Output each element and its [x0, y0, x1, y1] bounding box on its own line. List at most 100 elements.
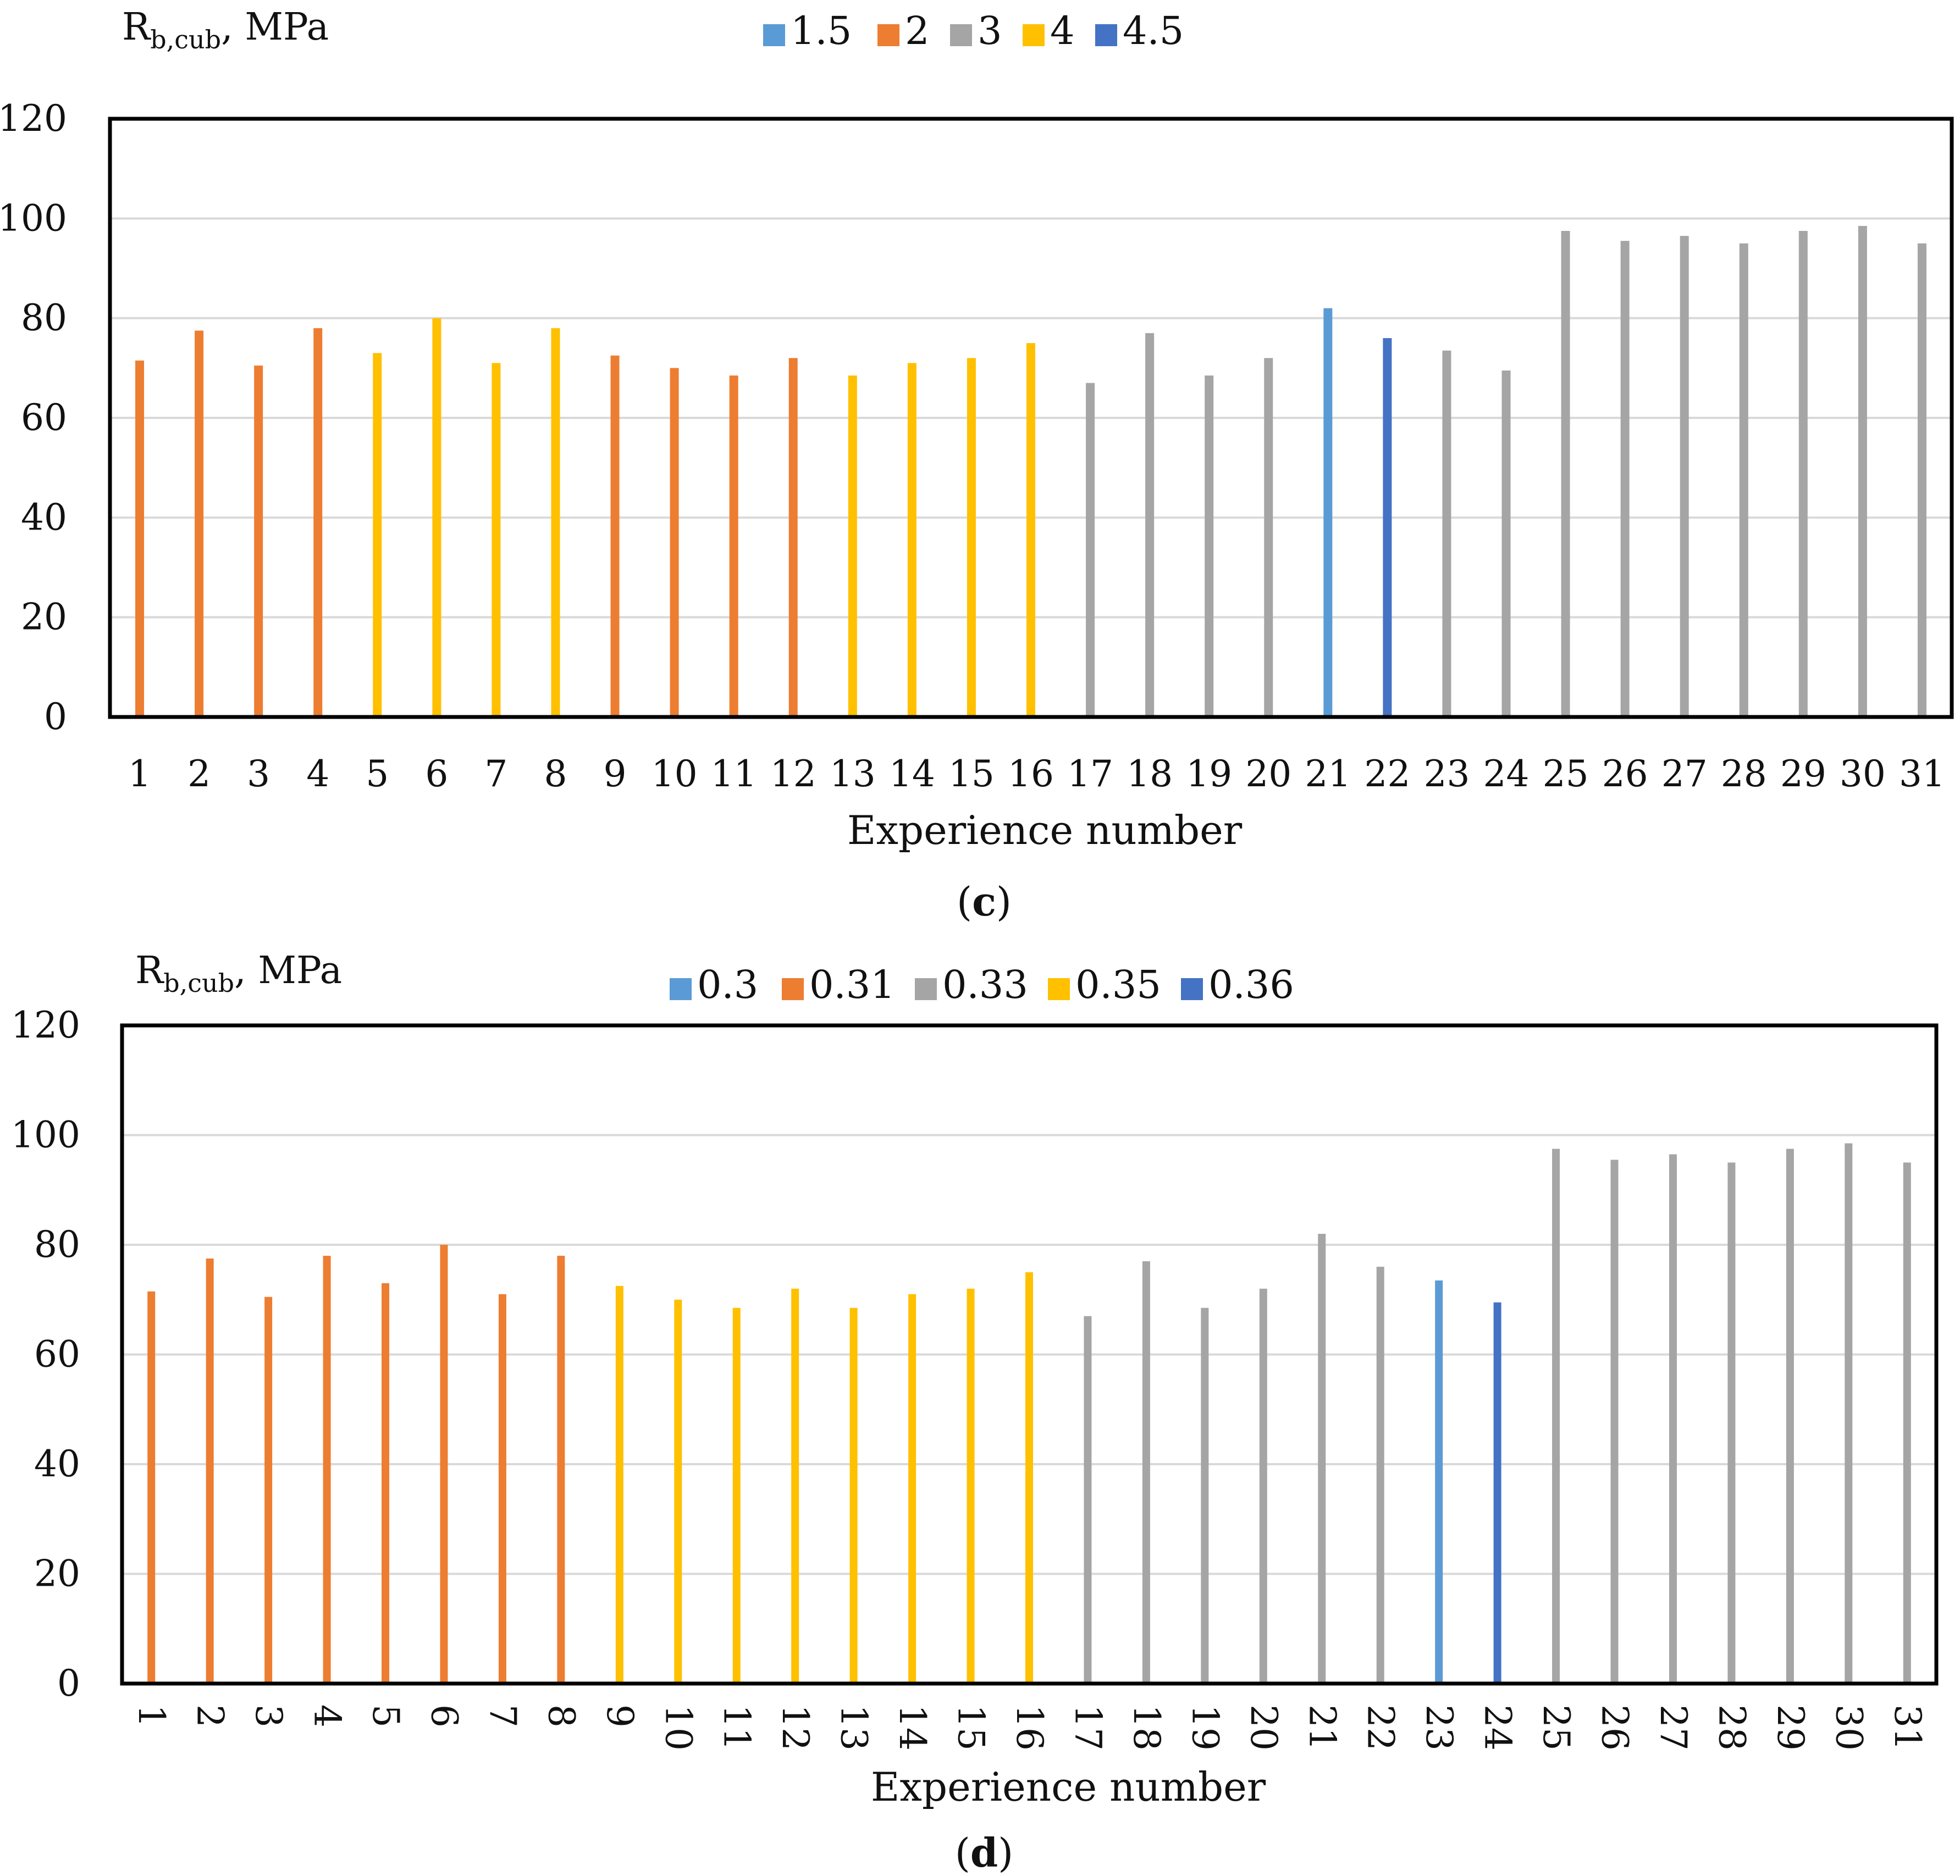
- bar-5: [382, 1283, 390, 1684]
- x-tick-label: 31: [1886, 1704, 1929, 1751]
- x-tick-label: 1: [130, 1704, 173, 1728]
- y-tick-label: 60: [21, 396, 67, 439]
- x-tick-label: 14: [891, 1704, 934, 1751]
- bar-4: [313, 328, 323, 717]
- bar-25: [1561, 231, 1570, 717]
- x-tick-label: 5: [365, 1704, 407, 1728]
- bar-9: [610, 355, 620, 717]
- bar-12: [791, 1288, 799, 1684]
- bar-6: [432, 318, 441, 717]
- x-tick-label: 11: [711, 753, 757, 795]
- bar-20: [1264, 358, 1273, 717]
- x-tick-label: 13: [830, 753, 876, 795]
- x-tick-label: 22: [1360, 1704, 1402, 1751]
- y-tick-label: 100: [11, 1114, 80, 1156]
- bar-26: [1610, 1160, 1619, 1684]
- bar-14: [907, 363, 916, 717]
- bar-10: [674, 1299, 682, 1684]
- bar-26: [1620, 241, 1630, 718]
- x-tick-label: 28: [1710, 1704, 1753, 1751]
- bar-7: [498, 1294, 506, 1684]
- bar-17: [1084, 1316, 1092, 1684]
- x-tick-label: 27: [1661, 753, 1708, 795]
- y-axis-label-sub: b,cub: [150, 25, 221, 54]
- y-axis-ticks: 0 20 40 60 80 100 120: [0, 97, 67, 738]
- y-tick-label: 0: [44, 696, 67, 738]
- x-tick-label: 13: [833, 1704, 875, 1751]
- bar-29: [1786, 1149, 1794, 1684]
- chart-panel-d: Rb,cub, MPa 0.3 0.31 0.33 0.35 0.36 0 20 40 60 8…: [11, 949, 1939, 1876]
- legend-swatch: [1095, 24, 1117, 46]
- bar-8: [557, 1255, 565, 1684]
- x-tick-label: 7: [484, 753, 507, 795]
- legend-swatch: [877, 24, 899, 46]
- x-tick-label: 4: [306, 753, 329, 795]
- bar-30: [1858, 225, 1867, 717]
- bar-2: [195, 330, 204, 717]
- legend-swatch: [1181, 978, 1203, 1000]
- y-tick-label: 20: [34, 1553, 80, 1595]
- bars: [147, 1143, 1911, 1684]
- bar-13: [849, 1307, 858, 1684]
- y-tick-label: 60: [34, 1333, 80, 1376]
- x-tick-label: 30: [1828, 1704, 1870, 1751]
- x-tick-label: 20: [1243, 1704, 1285, 1751]
- x-tick-label: 18: [1127, 753, 1173, 795]
- x-tick-label: 17: [1067, 1704, 1109, 1751]
- x-tick-label: 27: [1652, 1704, 1694, 1751]
- bar-21: [1323, 308, 1333, 717]
- panel-label: (d): [955, 1829, 1014, 1876]
- bar-4: [323, 1255, 331, 1684]
- x-tick-label: 19: [1184, 1704, 1226, 1751]
- x-tick-label: 23: [1423, 753, 1470, 795]
- legend: 1.5 2 3 4 4.5: [763, 8, 1184, 53]
- bar-9: [615, 1285, 623, 1684]
- y-tick-label: 20: [21, 596, 67, 638]
- bar-7: [492, 363, 501, 717]
- bar-31: [1903, 1162, 1911, 1684]
- panel-letter: c: [972, 878, 996, 925]
- x-tick-label: 12: [770, 753, 816, 795]
- x-tick-label: 23: [1418, 1704, 1460, 1751]
- y-tick-label: 40: [21, 496, 67, 538]
- y-tick-label: 120: [0, 97, 67, 140]
- legend-swatch: [950, 24, 972, 46]
- bar-15: [967, 1288, 975, 1684]
- legend-label: 2: [905, 8, 930, 53]
- bar-11: [729, 375, 738, 717]
- legend-swatch: [763, 24, 785, 46]
- bar-2: [206, 1258, 214, 1684]
- x-tick-label: 26: [1602, 753, 1648, 795]
- bar-16: [1025, 1272, 1033, 1684]
- bar-1: [147, 1291, 156, 1684]
- bar-23: [1435, 1280, 1443, 1684]
- bar-31: [1917, 243, 1926, 718]
- x-tick-label: 24: [1483, 753, 1530, 795]
- panel-label: (c): [957, 878, 1012, 925]
- y-tick-label: 100: [0, 197, 67, 239]
- x-tick-label: 20: [1245, 753, 1291, 795]
- bar-18: [1145, 333, 1155, 717]
- bar-29: [1798, 231, 1808, 717]
- y-axis-label-sub: b,cub: [163, 968, 234, 998]
- x-tick-label: 11: [716, 1704, 758, 1751]
- x-tick-label: 7: [482, 1704, 524, 1728]
- bar-19: [1205, 375, 1214, 717]
- bar-22: [1376, 1266, 1384, 1684]
- bar-20: [1259, 1288, 1267, 1684]
- x-axis-ticks: 1 2 3 4 5 6 7 8 9 10 11 12 13 14 15 16 17 18 19 20 21 22 23 24 2…: [130, 1704, 1929, 1751]
- y-axis-ticks: 0 20 40 60 80 100 120: [11, 1004, 80, 1704]
- legend-swatch: [915, 978, 937, 1000]
- x-tick-label: 14: [889, 753, 935, 795]
- bar-10: [670, 368, 679, 717]
- x-tick-label: 12: [774, 1704, 816, 1751]
- x-tick-label: 5: [366, 753, 389, 795]
- bar-11: [732, 1307, 741, 1684]
- y-tick-label: 80: [34, 1223, 80, 1266]
- bar-27: [1680, 236, 1689, 718]
- x-tick-label: 26: [1594, 1704, 1636, 1751]
- x-tick-label: 3: [247, 753, 270, 795]
- x-tick-label: 28: [1721, 753, 1767, 795]
- x-tick-label: 1: [128, 753, 151, 795]
- x-tick-label: 2: [189, 1704, 231, 1728]
